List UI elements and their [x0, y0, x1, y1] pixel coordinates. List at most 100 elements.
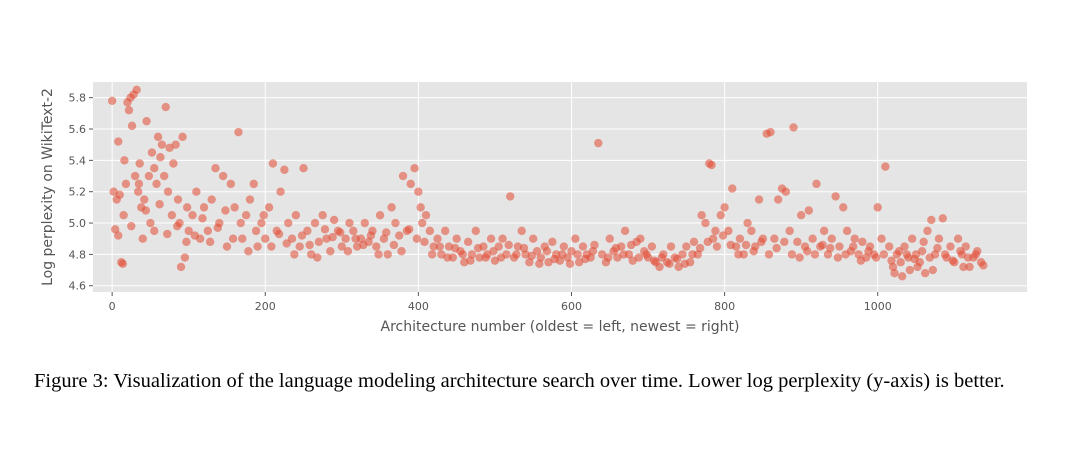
data-point	[421, 211, 431, 220]
data-point	[141, 206, 151, 215]
data-point	[360, 218, 369, 228]
data-point	[548, 237, 557, 247]
data-point	[890, 268, 899, 278]
data-point	[163, 187, 173, 196]
data-point	[135, 159, 144, 168]
data-point	[712, 242, 722, 251]
data-point	[180, 253, 190, 262]
data-point	[940, 250, 950, 259]
data-point	[747, 226, 756, 236]
data-point	[236, 218, 245, 228]
data-point	[680, 259, 689, 268]
data-point	[795, 253, 804, 262]
data-point	[416, 203, 425, 212]
data-point	[450, 243, 460, 253]
data-point	[305, 240, 314, 250]
data-point	[688, 250, 697, 259]
data-point	[205, 237, 215, 247]
data-point	[789, 123, 798, 132]
data-point	[542, 247, 552, 256]
data-point	[887, 256, 896, 265]
data-point	[228, 234, 238, 243]
data-point	[238, 234, 247, 243]
data-point	[636, 234, 645, 243]
data-point	[818, 240, 827, 250]
data-point	[506, 192, 515, 201]
data-point	[146, 218, 155, 228]
data-point	[839, 203, 848, 212]
data-point	[481, 253, 490, 262]
data-point	[849, 242, 858, 251]
data-point	[326, 247, 335, 256]
data-point	[959, 262, 968, 272]
data-point	[140, 195, 149, 204]
data-point	[934, 234, 944, 243]
data-point	[182, 237, 191, 247]
data-point	[268, 159, 278, 168]
data-point	[138, 234, 147, 243]
data-point	[884, 242, 894, 251]
data-point	[417, 218, 427, 228]
data-point	[226, 179, 236, 189]
data-point	[956, 247, 965, 256]
data-point	[351, 234, 360, 243]
x-tick-label: 800	[714, 300, 735, 313]
data-point	[395, 231, 404, 240]
data-point	[297, 231, 307, 240]
data-point	[111, 225, 120, 234]
data-point	[222, 242, 232, 251]
data-point	[749, 247, 758, 256]
data-point	[132, 85, 141, 95]
data-point	[896, 258, 905, 267]
data-point	[928, 265, 938, 275]
data-point	[877, 234, 886, 243]
data-point	[429, 242, 438, 251]
data-point	[766, 127, 775, 137]
data-point	[888, 262, 898, 272]
data-point	[734, 250, 743, 259]
data-point	[695, 243, 705, 253]
data-point	[703, 237, 712, 247]
data-point	[144, 171, 154, 181]
data-point	[114, 137, 123, 146]
data-point	[173, 221, 182, 231]
data-point	[251, 226, 261, 236]
data-point	[282, 239, 291, 248]
data-point	[898, 272, 907, 281]
data-point	[133, 187, 143, 196]
data-point	[979, 261, 988, 270]
data-point	[902, 250, 912, 259]
data-point	[672, 254, 682, 264]
data-point	[726, 240, 735, 250]
data-point	[910, 254, 919, 264]
data-point	[881, 162, 890, 171]
data-point	[527, 251, 536, 261]
data-point	[387, 203, 396, 212]
data-point	[153, 132, 163, 142]
data-point	[404, 225, 414, 234]
data-point	[550, 254, 559, 264]
scatter-chart: 0 200 400 600 800 1000 4.6 4.8 5.0 5.2 5.4 5.6 5.8 A…	[40, 82, 1027, 335]
data-point	[425, 226, 435, 236]
data-point	[826, 243, 835, 253]
data-point	[383, 250, 392, 259]
data-point	[873, 203, 882, 212]
data-point	[773, 195, 783, 204]
data-point	[728, 184, 737, 193]
x-tick-label: 600	[561, 300, 582, 313]
x-tick-label: 1000	[864, 300, 892, 313]
data-point	[249, 179, 258, 189]
data-point	[804, 206, 814, 215]
data-point	[147, 148, 157, 157]
data-point	[835, 242, 844, 251]
data-point	[754, 195, 764, 204]
data-point	[808, 234, 817, 243]
data-point	[471, 226, 480, 236]
data-point	[213, 223, 222, 232]
data-point	[188, 211, 197, 220]
data-point	[435, 242, 445, 251]
data-point	[720, 203, 729, 212]
data-point	[919, 237, 928, 247]
data-point	[787, 250, 797, 259]
data-point	[536, 253, 546, 262]
